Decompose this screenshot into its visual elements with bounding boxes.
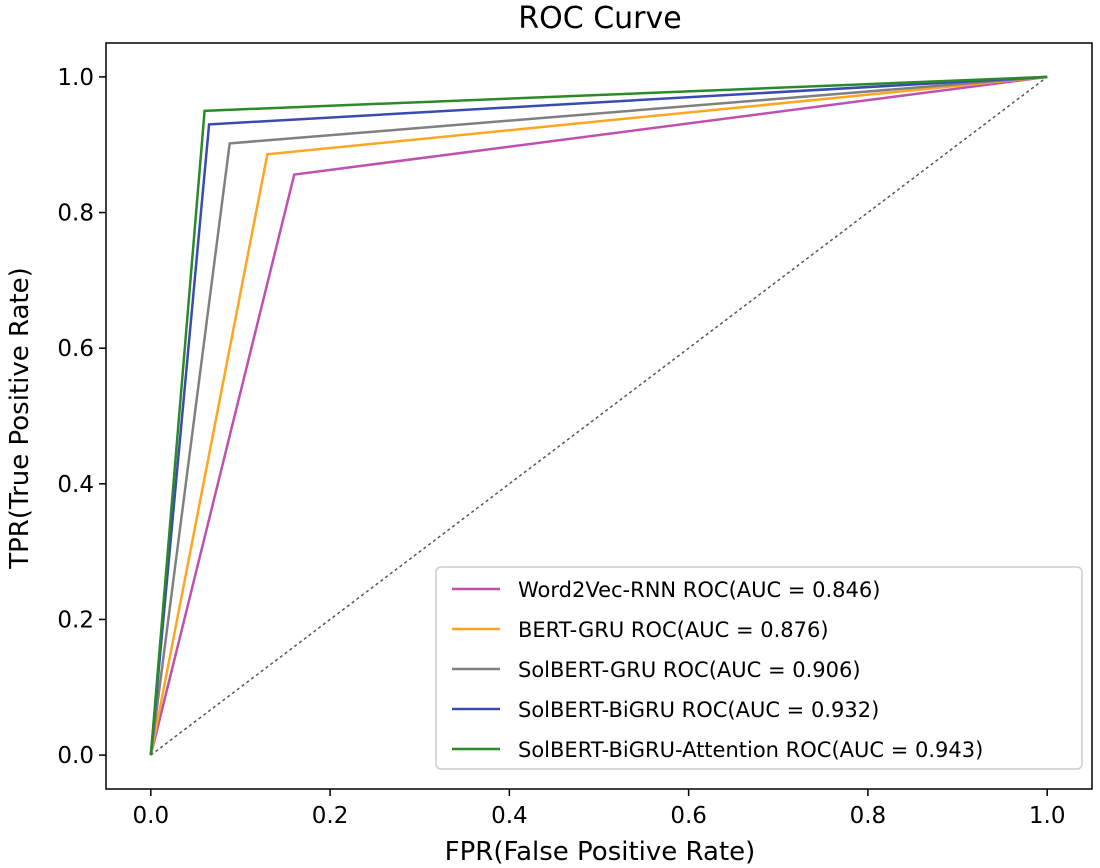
- series-lines: [149, 75, 1048, 756]
- x-axis-label: FPR(False Positive Rate): [445, 837, 756, 867]
- axis-ticks: 0.0 0.2 0.4 0.6 0.8 1.0 0.0 0.2 0.4 0.6 0.8 1.0: [57, 65, 1065, 829]
- series-line-5: [149, 75, 1048, 756]
- x-tick-label: 0.8: [850, 803, 887, 829]
- legend-label: Word2Vec-RNN ROC(AUC = 0.846): [518, 578, 880, 602]
- y-tick-label: 0.6: [57, 336, 94, 362]
- legend-label: SolBERT-BiGRU ROC(AUC = 0.932): [518, 698, 879, 722]
- legend-label: SolBERT-BiGRU-Attention ROC(AUC = 0.943): [518, 738, 983, 762]
- x-tick-label: 0.6: [670, 803, 707, 829]
- y-axis-label: TPR(True Positive Rate): [5, 267, 35, 570]
- legend-label: BERT-GRU ROC(AUC = 0.876): [518, 618, 829, 642]
- x-tick-label: 0.4: [491, 803, 528, 829]
- x-tick-label: 0.2: [312, 803, 349, 829]
- x-tick-label: 1.0: [1029, 803, 1066, 829]
- plot-area-frame: [105, 42, 1093, 790]
- legend-label: SolBERT-GRU ROC(AUC = 0.906): [518, 658, 861, 682]
- x-tick-label: 0.0: [133, 803, 170, 829]
- series-line-4: [149, 75, 1048, 756]
- series-line-2: [149, 75, 1048, 756]
- y-tick-label: 0.8: [57, 201, 94, 227]
- chance-diagonal: [150, 76, 1048, 756]
- diagonal-line: [150, 76, 1048, 756]
- series-line-3: [149, 75, 1048, 756]
- y-tick-label: 0.2: [57, 607, 94, 633]
- series-line-1: [149, 75, 1048, 756]
- y-tick-label: 0.4: [57, 472, 94, 498]
- y-tick-label: 0.0: [57, 743, 94, 769]
- chart-title: ROC Curve: [518, 1, 681, 36]
- legend-box: [435, 566, 1083, 770]
- legend: Word2Vec-RNN ROC(AUC = 0.846) BERT-GRU RO…: [435, 566, 1083, 770]
- y-tick-label: 1.0: [57, 65, 94, 91]
